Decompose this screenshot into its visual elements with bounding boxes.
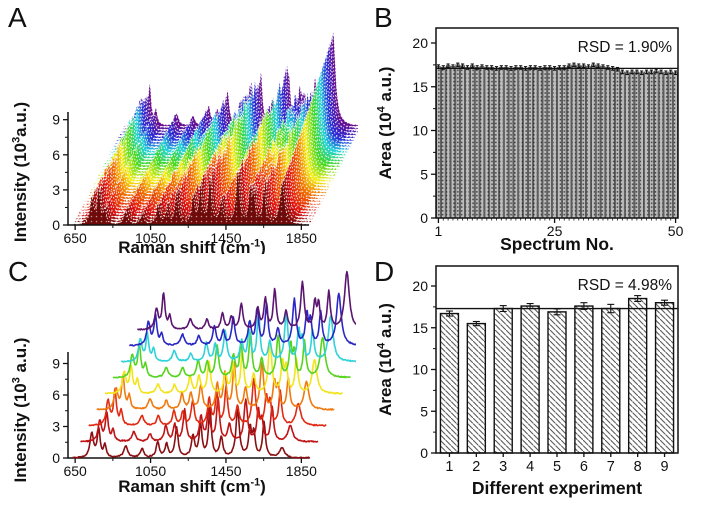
- svg-text:Spectrum No.: Spectrum No.: [500, 234, 614, 254]
- svg-text:1050: 1050: [135, 463, 166, 479]
- svg-text:Area (104 a.u.): Area (104 a.u.): [376, 303, 395, 416]
- svg-text:6: 6: [52, 387, 60, 403]
- svg-text:0: 0: [420, 210, 428, 226]
- svg-text:7: 7: [607, 459, 615, 475]
- panel-b-label: B: [374, 2, 393, 33]
- panel-a-label: A: [8, 2, 27, 33]
- svg-text:3: 3: [52, 419, 60, 435]
- svg-text:1: 1: [445, 459, 453, 475]
- svg-text:1850: 1850: [286, 463, 317, 479]
- panel-c-label: C: [8, 256, 29, 287]
- svg-text:25: 25: [547, 223, 563, 239]
- svg-text:6: 6: [580, 459, 588, 475]
- svg-text:1: 1: [435, 223, 443, 239]
- svg-text:650: 650: [63, 230, 87, 246]
- svg-text:15: 15: [412, 320, 428, 336]
- svg-text:20: 20: [412, 35, 428, 51]
- svg-text:1050: 1050: [135, 230, 166, 246]
- svg-text:0: 0: [52, 450, 60, 466]
- svg-text:3: 3: [499, 459, 507, 475]
- svg-text:650: 650: [63, 463, 87, 479]
- svg-text:10: 10: [412, 362, 428, 378]
- svg-text:5: 5: [553, 459, 561, 475]
- svg-text:Different experiment: Different experiment: [472, 478, 642, 498]
- svg-text:Area (104 a.u.): Area (104 a.u.): [376, 67, 395, 180]
- svg-text:6: 6: [52, 147, 60, 163]
- svg-text:3: 3: [52, 182, 60, 198]
- svg-text:Intensity (103a.u.): Intensity (103a.u.): [11, 102, 30, 242]
- svg-text:8: 8: [634, 459, 642, 475]
- panel-a-chart: 0 3 6 9 650 1050 1450 1850 Raman shift (cm-1) Int…: [11, 18, 358, 257]
- svg-text:50: 50: [668, 223, 684, 239]
- svg-text:Raman shift (cm-1): Raman shift (cm-1): [118, 238, 266, 257]
- svg-text:5: 5: [420, 403, 428, 419]
- svg-text:RSD = 1.90%: RSD = 1.90%: [578, 39, 673, 56]
- svg-text:1850: 1850: [286, 230, 317, 246]
- panel-b-chart: 0 5 10 15 20 RSD = 1.90% Spectrum No. Area (104…: [376, 27, 684, 254]
- svg-text:Raman shift (cm-1): Raman shift (cm-1): [118, 477, 266, 496]
- svg-text:9: 9: [52, 356, 60, 372]
- svg-text:9: 9: [52, 112, 60, 128]
- svg-text:1450: 1450: [210, 463, 241, 479]
- svg-text:9: 9: [661, 459, 669, 475]
- svg-text:0: 0: [420, 445, 428, 461]
- svg-text:1450: 1450: [210, 230, 241, 246]
- svg-text:10: 10: [412, 123, 428, 139]
- svg-text:RSD = 4.98%: RSD = 4.98%: [578, 277, 673, 294]
- svg-text:2: 2: [472, 459, 480, 475]
- panel-d-label: D: [374, 256, 395, 287]
- svg-text:15: 15: [412, 79, 428, 95]
- svg-text:20: 20: [412, 278, 428, 294]
- svg-text:4: 4: [526, 459, 534, 475]
- svg-text:5: 5: [420, 166, 428, 182]
- svg-text:Intensity (103 a.u.): Intensity (103 a.u.): [11, 338, 30, 483]
- panel-c-chart: 0 3 6 9 650 1050 1450 1850 Raman shift (cm-1) Int…: [11, 270, 356, 496]
- svg-text:0: 0: [52, 217, 60, 233]
